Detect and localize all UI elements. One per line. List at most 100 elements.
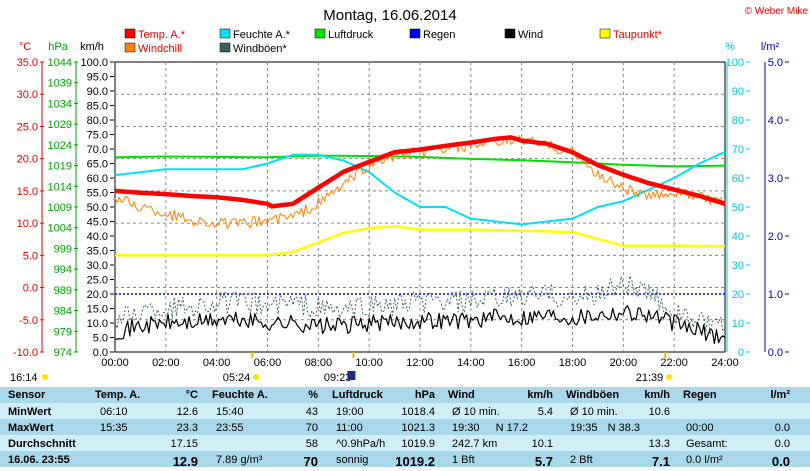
x-tick-label: 08:00 <box>305 357 333 369</box>
pressure-unit: hPa <box>48 41 68 53</box>
x-tick-label: 16:00 <box>508 357 536 369</box>
wind-axis-tick: 55.0 <box>87 188 108 200</box>
humidity-axis-tick: 90 <box>732 86 744 98</box>
x-tick-label: 12:00 <box>406 357 434 369</box>
legend-label: Temp. A.* <box>138 29 186 41</box>
table-cell: Durchschnitt <box>8 438 76 450</box>
pressure-axis-tick: 1039 <box>48 78 72 90</box>
pressure-axis-tick: 1014 <box>48 181 72 193</box>
sun-icon <box>253 374 260 380</box>
copyright-label: © Weber Mike <box>745 6 809 17</box>
wind-axis-tick: 45.0 <box>87 217 108 229</box>
legend-label: Taupunkt* <box>613 29 663 41</box>
pressure-axis-tick: 974 <box>54 347 72 359</box>
table-row-band <box>0 451 810 467</box>
wind-axis-tick: 50.0 <box>87 202 108 214</box>
table-cell: 19:30 <box>452 422 480 434</box>
humidity-axis-tick: 80 <box>732 115 744 127</box>
table-cell: MinWert <box>8 406 52 418</box>
table-cell: Windböen <box>566 389 620 401</box>
wind-axis-tick: 80.0 <box>87 115 108 127</box>
table-cell: Feuchte A. <box>212 389 268 401</box>
table-cell: 16.06. 23:55 <box>8 454 70 466</box>
table-cell: 1021.3 <box>401 422 435 434</box>
table-cell: 23:55 <box>216 422 244 434</box>
table-cell: MaxWert <box>8 422 54 434</box>
table-cell: 1018.4 <box>401 406 435 418</box>
temp-axis-tick: 5.0 <box>23 250 38 262</box>
marker-label: 05:24 <box>223 372 251 384</box>
rain-axis-tick: 2.0 <box>768 231 783 243</box>
temp-axis-tick: -5.0 <box>19 315 38 327</box>
marker-label: 09:23 <box>324 372 352 384</box>
wind-axis-tick: 20.0 <box>87 289 108 301</box>
series-line-windben <box>114 275 726 336</box>
sun-markers: 16:14 05:24 09:23 21:39 <box>10 352 673 384</box>
x-tick-label: 06:00 <box>254 357 282 369</box>
table-row-band <box>0 387 810 403</box>
legend-label: Windchill <box>138 43 182 55</box>
table-cell: 0.0 <box>774 438 790 450</box>
table-cell: 2 Bft <box>570 454 593 466</box>
table-cell: 15:35 <box>100 422 128 434</box>
legend-label: Luftdruck <box>328 29 374 41</box>
table-cell: 7.89 g/m³ <box>216 454 263 466</box>
pressure-axis-tick: 1029 <box>48 119 72 131</box>
pressure-axis-tick: 1034 <box>48 98 72 110</box>
temp-axis-tick: 10.0 <box>17 218 38 230</box>
rain-axis-tick: 1.0 <box>768 289 783 301</box>
legend-swatch <box>599 28 611 39</box>
x-tick-label: 20:00 <box>610 357 638 369</box>
table-cell: 43 <box>305 406 318 418</box>
table-cell: 70 <box>305 422 318 434</box>
wind-axis-tick: 0.0 <box>93 347 108 359</box>
series-line-luftdruck <box>114 154 726 168</box>
wind-axis-tick: 10.0 <box>87 318 108 330</box>
pressure-axis-tick: 994 <box>54 264 72 276</box>
table-cell: Temp. A. <box>95 389 141 401</box>
temp-axis-tick: 20.0 <box>17 154 38 166</box>
x-tick-label: 10:00 <box>355 357 383 369</box>
wind-axis-tick: 85.0 <box>87 101 108 113</box>
pressure-axis-tick: 984 <box>54 306 72 318</box>
marker-label: 16:14 <box>10 372 38 384</box>
x-tick-label: 24:00 <box>711 357 739 369</box>
table-cell: Ø 10 min. <box>570 406 618 418</box>
pressure-axis-tick: 989 <box>54 285 72 297</box>
table-cell: hPa <box>414 389 435 401</box>
table-cell: 13.3 <box>648 438 670 450</box>
pressure-axis-tick: 999 <box>54 243 72 255</box>
wind-axis-tick: 90.0 <box>87 86 108 98</box>
legend-swatch <box>504 28 516 39</box>
table-cell: 19:35 <box>570 422 598 434</box>
wind-axis-tick: 75.0 <box>87 130 108 142</box>
table-cell: N 17.2 <box>495 422 528 434</box>
temp-axis-tick: -10.0 <box>13 347 38 359</box>
table-cell: km/h <box>527 389 553 401</box>
temp-axis-tick: 0.0 <box>23 283 38 295</box>
humidity-unit: % <box>725 41 735 53</box>
wind-axis-tick: 25.0 <box>87 275 108 287</box>
humidity-axis-tick: 50 <box>732 202 744 214</box>
legend-swatch <box>124 28 136 39</box>
wind-axis-tick: 5.0 <box>93 333 108 345</box>
table-cell: N 38.3 <box>607 422 640 434</box>
table-cell: Gesamt: <box>686 438 728 450</box>
table-cell: 15:40 <box>216 406 244 418</box>
temp-axis-tick: 30.0 <box>17 89 38 101</box>
table-cell: Regen <box>683 389 717 401</box>
table-cell: 5.4 <box>537 406 553 418</box>
table-cell: 10.1 <box>531 438 553 450</box>
table-cell: 12.6 <box>176 406 198 418</box>
legend-swatch <box>409 28 421 39</box>
legend-label: Windböen* <box>233 43 288 55</box>
table-cell: 0.0 l/m² <box>686 454 723 466</box>
wind-axis-tick: 15.0 <box>87 304 108 316</box>
x-tick-label: 02:00 <box>152 357 180 369</box>
weather-chart: Montag, 16.06.2014 © Weber Mike Temp. A.… <box>10 6 809 384</box>
table-cell: Sensor <box>8 389 46 401</box>
wind-axis-tick: 70.0 <box>87 144 108 156</box>
table-row-band <box>0 403 810 419</box>
table-cell: ^0.9hPa/h <box>336 438 386 450</box>
pressure-axis-tick: 1009 <box>48 202 72 214</box>
